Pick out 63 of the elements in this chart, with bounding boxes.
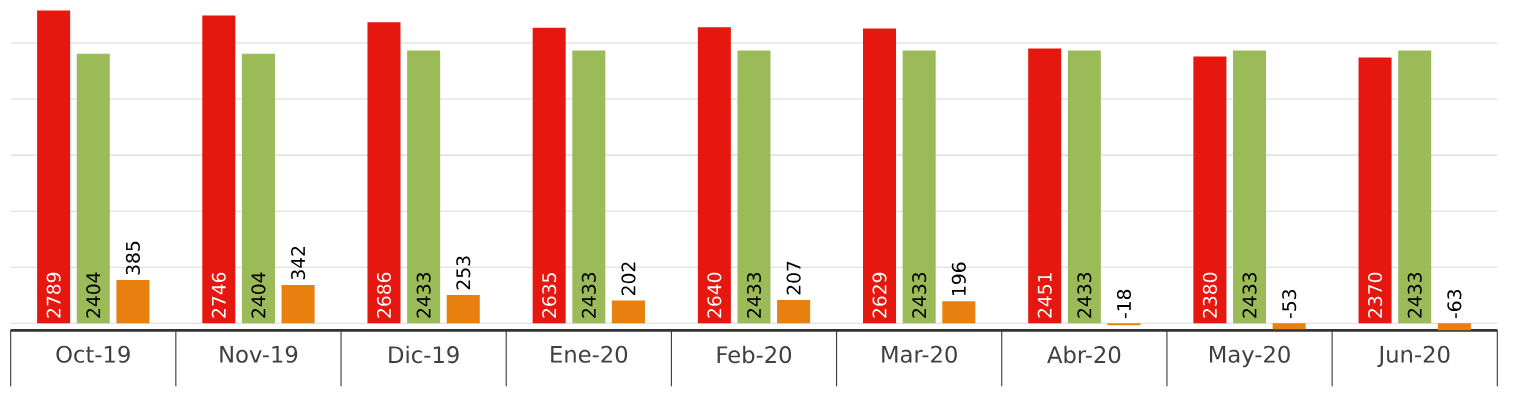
- bar: [863, 28, 897, 324]
- x-tick-label: Oct-19: [56, 345, 130, 363]
- x-tick-label: Feb-20: [717, 345, 792, 364]
- x-tick-label: May-20: [1210, 345, 1290, 368]
- bar: [1233, 50, 1267, 324]
- bar: [572, 50, 606, 324]
- bar: [1437, 323, 1471, 331]
- bar: [446, 294, 480, 324]
- bar: [1358, 57, 1392, 324]
- bar: [1067, 50, 1101, 324]
- data-label: 196: [951, 262, 966, 295]
- bar: [737, 50, 771, 324]
- bar: [1107, 323, 1141, 326]
- bar: [116, 280, 150, 324]
- x-tick-label: Jun-20: [1377, 345, 1450, 368]
- bar: [942, 301, 976, 324]
- data-label: -18: [1116, 289, 1132, 319]
- data-label: 342: [291, 246, 306, 280]
- data-label: 2746: [211, 272, 226, 318]
- bar: [241, 53, 275, 324]
- bar: [697, 27, 731, 324]
- data-label: 385: [125, 241, 140, 275]
- bar: [281, 284, 315, 324]
- bar: [1028, 48, 1062, 324]
- bar: [902, 50, 936, 324]
- data-label: 2433: [1407, 273, 1422, 318]
- data-label: 2433: [1242, 273, 1257, 318]
- data-label: 2789: [46, 272, 61, 318]
- x-tick-label: Dic-19: [389, 345, 459, 364]
- data-label: 2433: [912, 273, 927, 318]
- data-label: 2404: [251, 272, 266, 318]
- bar: [1193, 56, 1227, 324]
- data-label: -53: [1282, 290, 1297, 319]
- bar: [76, 53, 110, 324]
- data-label: 2433: [1077, 273, 1092, 318]
- data-label: 2433: [746, 273, 762, 318]
- data-label: 2635: [542, 273, 557, 318]
- bar: [611, 300, 645, 324]
- x-tick-label: Nov-19: [220, 345, 298, 363]
- bar: [37, 10, 71, 324]
- x-tick-label: Mar-20: [882, 345, 957, 363]
- bar: [202, 15, 236, 324]
- data-label: 2380: [1202, 272, 1217, 318]
- bar: [1272, 323, 1306, 330]
- bar: [532, 27, 566, 324]
- bar: [407, 50, 441, 324]
- data-label: 207: [786, 261, 801, 295]
- x-tick-label: Ene-20: [551, 345, 628, 363]
- bar: [777, 300, 811, 324]
- data-label: 202: [621, 262, 636, 295]
- data-label: -63: [1447, 290, 1462, 319]
- data-label: 253: [456, 256, 471, 290]
- data-label: 2629: [872, 272, 887, 318]
- bar: [1398, 50, 1432, 324]
- data-label: 2404: [86, 272, 101, 318]
- data-label: 2451: [1037, 273, 1052, 318]
- x-tick-label: Abr-20: [1047, 345, 1121, 364]
- data-label: 2686: [376, 272, 392, 318]
- data-label: 2433: [416, 273, 431, 318]
- bar: [367, 22, 401, 324]
- data-label: 2640: [707, 272, 722, 318]
- data-label: 2433: [581, 273, 596, 318]
- data-label: 2370: [1368, 272, 1383, 318]
